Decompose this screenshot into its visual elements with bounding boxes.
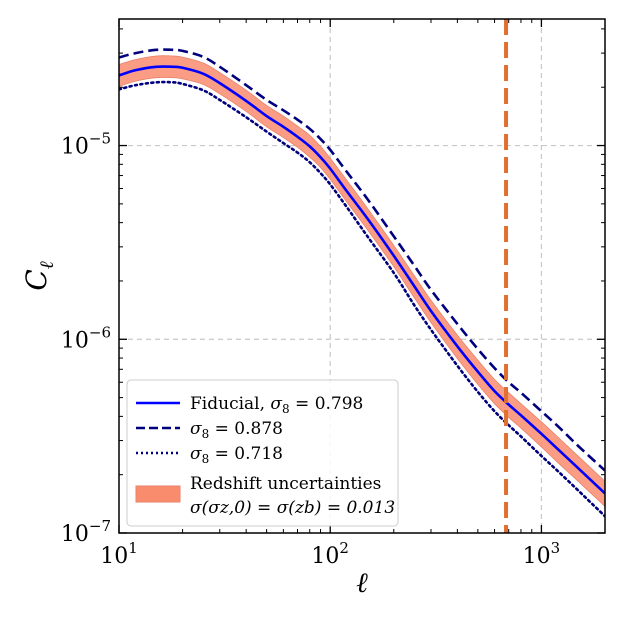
x-tick-label-2: 103 xyxy=(523,539,561,569)
y-tick-label-2: 10−5 xyxy=(61,130,111,160)
y-axis-label: Cℓ xyxy=(20,261,58,290)
legend-label-sigma8-low-value: = 0.718 xyxy=(209,444,283,464)
series-line-sigma8-high xyxy=(119,48,605,472)
y-axis-label-main: C xyxy=(20,269,53,290)
series-line-sigma8-low xyxy=(119,80,605,518)
x-axis-label: ℓ xyxy=(356,566,368,599)
legend-label-fiducial: Fiducial, σ8 = 0.798 xyxy=(190,394,363,416)
series-line-fiducial xyxy=(119,65,605,495)
legend: Fiducial, σ8 = 0.798 σ8 = 0.878 σ8 = 0.7… xyxy=(126,379,399,527)
grid xyxy=(119,19,605,533)
plot-area xyxy=(119,19,605,533)
legend-label-fiducial-sub: 8 xyxy=(282,402,290,416)
y-tick-label-0: 10−7 xyxy=(61,517,111,547)
legend-label-fiducial-value: = 0.798 xyxy=(290,394,364,414)
band-redshift-uncertainties xyxy=(119,55,605,508)
legend-label-fiducial-text: Fiducial, xyxy=(190,394,270,414)
legend-label-sigma8-high-value: = 0.878 xyxy=(209,419,283,439)
y-tick-label-1: 10−6 xyxy=(61,323,111,353)
legend-label-sigma8-high-sub: 8 xyxy=(202,427,210,441)
legend-label-sigma8-high: σ8 = 0.878 xyxy=(190,419,283,441)
legend-label-sigma8-high-math: σ xyxy=(190,419,202,439)
legend-label-fiducial-math: σ xyxy=(270,394,282,414)
x-tick-label-0: 101 xyxy=(100,539,138,569)
legend-label-redshift-line1: Redshift uncertainties xyxy=(190,474,381,494)
axis-ticks: 101 102 103 10−7 10−6 10−5 xyxy=(61,19,605,569)
plot-frame xyxy=(118,18,606,534)
legend-label-sigma8-low-sub: 8 xyxy=(202,452,210,466)
legend-box xyxy=(126,379,399,527)
legend-label-redshift-line2: σ(σz,0) = σ(zb) = 0.013 xyxy=(190,498,395,518)
legend-swatch-redshift-band xyxy=(135,485,181,503)
legend-label-sigma8-low-math: σ xyxy=(190,444,202,464)
y-axis-label-sub: ℓ xyxy=(36,261,58,269)
x-tick-label-1: 102 xyxy=(311,539,349,569)
legend-label-sigma8-low: σ8 = 0.718 xyxy=(190,444,283,466)
